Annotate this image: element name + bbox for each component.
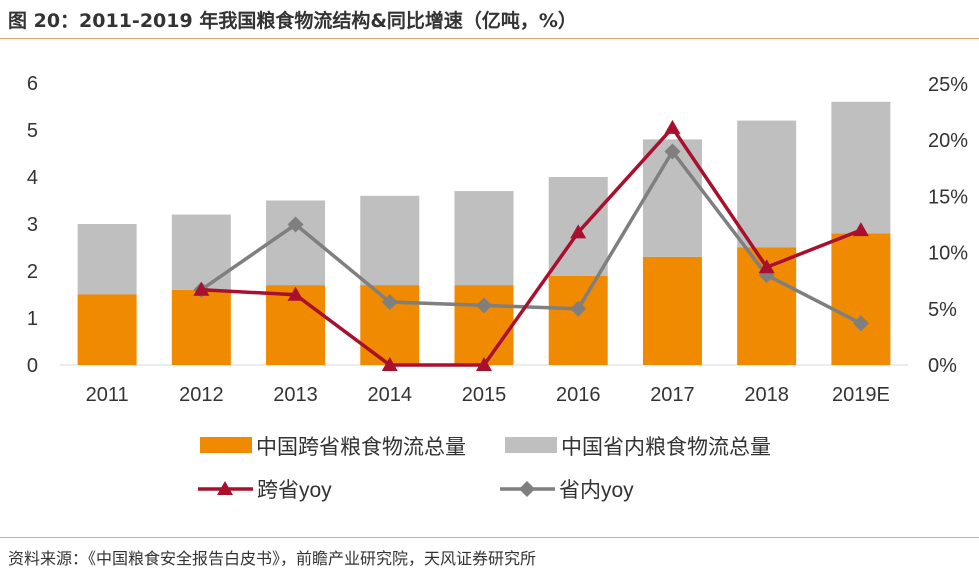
cross-yoy-point: [476, 357, 492, 371]
right-axis-tick: 20%: [928, 130, 968, 152]
x-axis-tick: 2015: [462, 384, 507, 406]
legend-swatch-intra-bar: [505, 437, 557, 453]
cross-yoy-point: [852, 222, 869, 237]
legend-label: 跨省yoy: [257, 479, 332, 502]
x-axis-tick: 2018: [744, 384, 789, 406]
intra-yoy-point: [381, 294, 398, 311]
legend-marker-triangle: [217, 481, 233, 495]
left-axis-tick: 2: [27, 261, 38, 283]
right-axis-tick: 5%: [928, 299, 957, 321]
cross-yoy-point: [758, 259, 775, 274]
intra-yoy-point: [852, 315, 869, 332]
line-cross-yoy: [201, 125, 862, 367]
x-axis-tick: 2019E: [832, 384, 890, 406]
intra-yoy-point: [287, 216, 304, 233]
left-axis-tick: 1: [27, 308, 38, 330]
legend-marker-diamond: [519, 481, 535, 497]
intra-yoy-point: [570, 300, 587, 317]
x-axis-tick: 2011: [86, 384, 129, 406]
bar-intra-province: [737, 120, 797, 248]
right-axis-tick: 25%: [928, 74, 968, 96]
left-axis-tick: 6: [27, 73, 38, 95]
top-divider: [0, 38, 979, 39]
cross-yoy-point: [193, 281, 210, 296]
bar-cross-province: [831, 233, 891, 365]
legend-label: 中国跨省粮食物流总量: [256, 436, 466, 459]
bar-intra-province: [360, 195, 420, 286]
x-axis-tick: 2016: [556, 384, 601, 406]
bar-cross-province: [171, 289, 231, 365]
intra-yoy-point: [664, 143, 681, 160]
legend-swatch-cross-bar: [200, 437, 252, 453]
line-intra-yoy: [200, 148, 862, 325]
source-note: 资料来源：《中国粮食安全报告白皮书》，前瞻产业研究院，天风证券研究所: [8, 549, 537, 568]
right-axis-tick: 0%: [928, 355, 957, 377]
figure-title: 图 20：2011-2019 年我国粮食物流结构&同比增速（亿吨，%）: [8, 10, 577, 32]
left-axis-tick: 0: [27, 355, 38, 377]
bar-cross-province: [548, 275, 608, 365]
left-axis-tick: 3: [27, 214, 38, 236]
right-axis-tick: 10%: [928, 243, 968, 265]
chart: 0 1 2 3 4 5 6 0% 5% 10% 15% 20% 25% 2011 2012 2013 2014 2…: [27, 73, 968, 502]
bottom-divider: [0, 537, 979, 538]
cross-yoy-point: [381, 357, 398, 371]
bar-intra-province: [454, 191, 514, 286]
bar-cross-province: [642, 256, 702, 365]
x-axis-tick: 2014: [368, 384, 413, 406]
x-axis-tick: 2013: [273, 384, 318, 406]
cross-yoy-point: [664, 119, 681, 134]
bar-intra-province: [171, 214, 231, 290]
left-axis-tick: 4: [27, 167, 38, 189]
cross-yoy-point: [570, 224, 587, 239]
bar-intra-province: [831, 101, 891, 234]
bar-cross-province: [454, 285, 514, 365]
cross-yoy-point: [287, 286, 304, 301]
x-axis-tick: 2012: [179, 384, 224, 406]
bar-cross-province: [77, 294, 137, 365]
legend-label: 省内yoy: [559, 479, 634, 502]
bar-intra-province: [77, 224, 137, 295]
intra-yoy-point: [476, 297, 492, 314]
legend-label: 中国省内粮食物流总量: [561, 436, 771, 459]
x-axis-tick: 2017: [650, 384, 695, 406]
right-axis-tick: 15%: [928, 186, 968, 208]
left-axis-tick: 5: [27, 120, 38, 142]
